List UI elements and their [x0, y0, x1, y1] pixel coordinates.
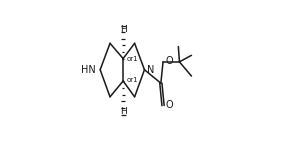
Text: H: H — [120, 107, 126, 116]
Text: or1: or1 — [127, 56, 139, 62]
Text: O: O — [165, 100, 173, 109]
Text: or1: or1 — [127, 77, 139, 83]
Text: N: N — [147, 65, 154, 75]
Text: H: H — [120, 25, 126, 34]
Text: HN: HN — [81, 65, 96, 75]
Text: O: O — [165, 56, 173, 66]
